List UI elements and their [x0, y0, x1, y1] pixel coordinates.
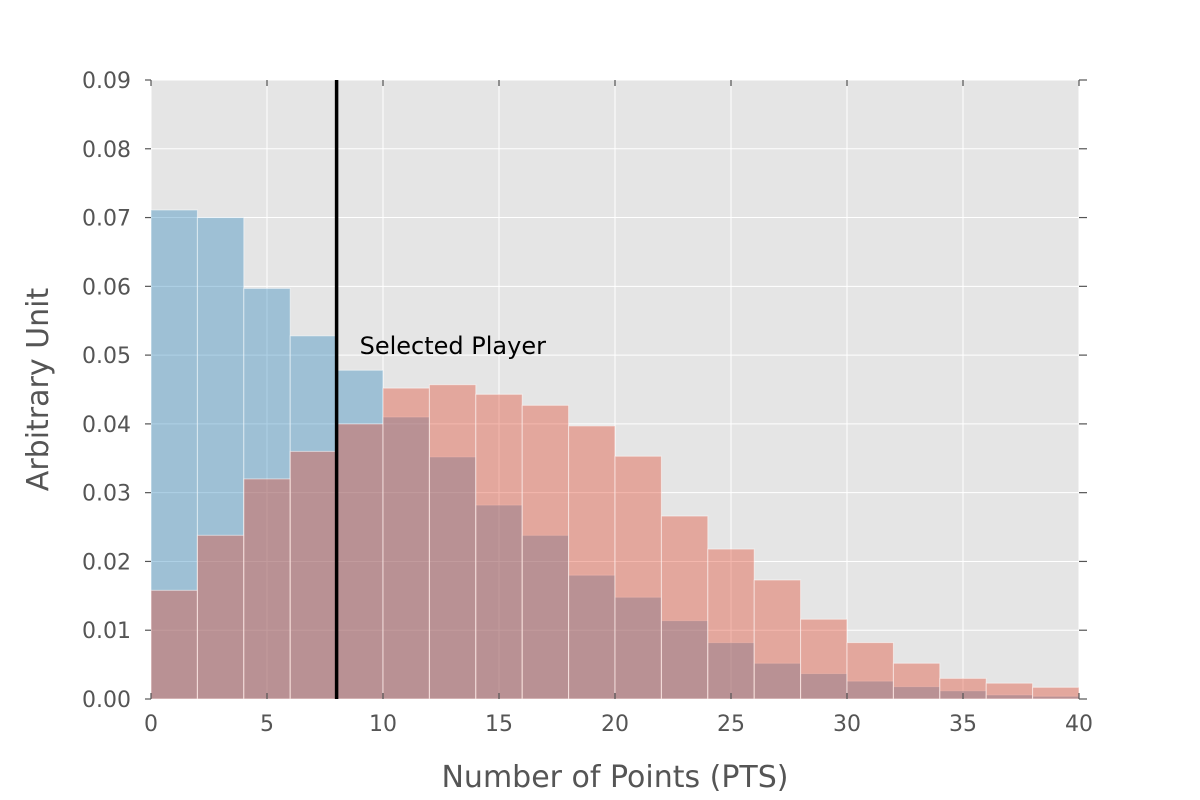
series-2-bar	[1032, 686, 1080, 700]
series-2-bar	[196, 534, 245, 700]
x-tick-label: 25	[717, 712, 745, 737]
series-2-bar	[475, 393, 523, 700]
ticks	[145, 79, 1087, 700]
x-axis-title: Number of Points (PTS)	[441, 760, 788, 795]
x-tick-label: 20	[601, 712, 629, 737]
x-tick-labels: 0 5 10 15 20 25 30 35 40	[144, 712, 1093, 737]
y-tick-label: 0.06	[82, 275, 131, 300]
series-1-bar	[475, 504, 523, 700]
series-1-bar	[753, 662, 802, 700]
x-tick-label: 35	[949, 712, 977, 737]
series-1-bar	[289, 335, 338, 700]
selected-player-label: Selected Player	[360, 332, 546, 360]
y-tick-label: 0.01	[82, 619, 131, 644]
series-2-bar	[382, 387, 430, 700]
series-2-bar	[753, 579, 802, 700]
y-tick-label: 0.02	[82, 550, 131, 575]
series-2-bar	[243, 478, 291, 700]
y-tick-label: 0.03	[82, 482, 131, 507]
x-tick-label: 0	[144, 712, 158, 737]
series-2-bar	[336, 423, 384, 700]
series-2-bar	[289, 450, 338, 700]
series-2-bar	[150, 589, 198, 700]
series-2-bars	[150, 384, 1080, 700]
y-tick-label: 0.04	[82, 413, 131, 438]
y-tick-label: 0.09	[82, 69, 131, 94]
series-1-bar	[428, 456, 477, 700]
y-tick-label: 0.00	[82, 688, 131, 713]
series-1-bars	[150, 209, 1080, 700]
series-1-bar	[800, 673, 848, 700]
x-tick-label: 40	[1065, 712, 1093, 737]
x-tick-label: 15	[485, 712, 513, 737]
series-2-bar	[521, 404, 570, 700]
series-2-bar	[892, 662, 941, 700]
series-2-bar	[568, 425, 616, 700]
series-1-bar	[614, 596, 662, 700]
y-tick-label: 0.05	[82, 344, 131, 369]
series-1-bar	[707, 642, 755, 700]
y-tick-label: 0.08	[82, 138, 131, 163]
series-2-bar	[800, 618, 848, 700]
series-1-bar	[243, 287, 291, 700]
x-tick-label: 5	[260, 712, 274, 737]
series-2-bar	[985, 682, 1034, 700]
series-2-bar	[846, 642, 894, 700]
y-tick-labels: 0.00 0.01 0.02 0.03 0.04 0.05 0.06 0.07 0.08 0.09	[82, 69, 131, 713]
series-2-bar	[428, 384, 477, 700]
x-tick-label: 10	[369, 712, 397, 737]
series-1-bar	[336, 369, 384, 700]
series-2-bar	[614, 455, 662, 700]
series-1-bar	[660, 620, 709, 700]
series-2-bar	[707, 548, 755, 700]
y-tick-label: 0.07	[82, 207, 131, 232]
x-tick-label: 30	[833, 712, 861, 737]
y-axis-title: Arbitrary Unit	[21, 288, 56, 492]
series-2-bar	[660, 515, 709, 700]
